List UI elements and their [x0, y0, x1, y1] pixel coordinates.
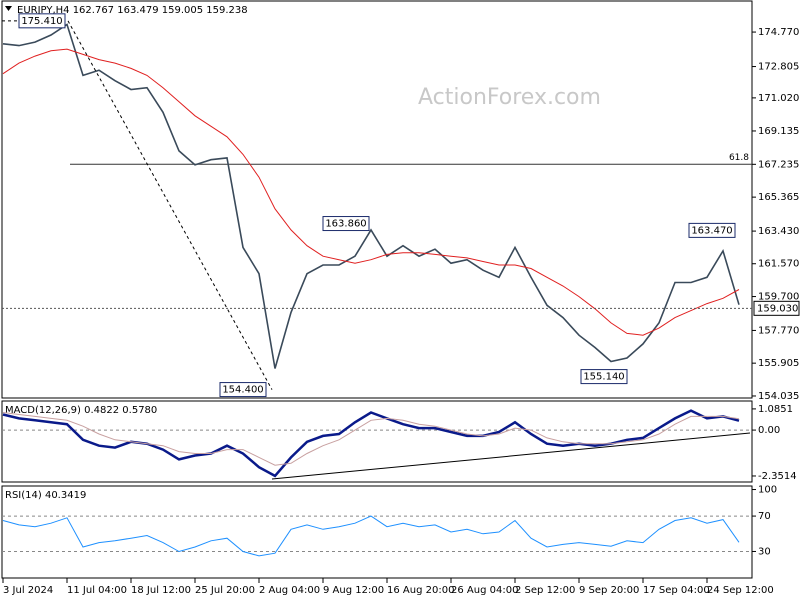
x-tick-label: 9 Aug 12:00 [323, 585, 384, 596]
y-tick-label: 70 [758, 511, 771, 522]
x-tick-label: 16 Aug 20:00 [387, 585, 454, 596]
y-tick-label: 100 [758, 485, 777, 496]
y-tick-label: 161.570 [758, 259, 799, 270]
series-line [2, 515, 740, 557]
x-tick-label: 18 Jul 12:00 [131, 585, 191, 596]
price-label-box [688, 222, 736, 238]
panel-title: RSI(14) 40.3419 [5, 490, 86, 501]
y-tick-label: 169.135 [758, 126, 799, 137]
y-tick-label: 159.700 [758, 292, 799, 303]
panel-title: EURJPY,H4 162.767 163.479 159.005 159.23… [17, 5, 248, 16]
y-tick-label: 30 [758, 546, 771, 557]
y-tick-label: 154.035 [758, 391, 799, 402]
price-label-box [580, 369, 628, 385]
y-tick-label: 163.430 [758, 226, 799, 237]
x-tick-label: 3 Jul 2024 [3, 585, 53, 596]
x-tick-label: 17 Sep 04:00 [643, 585, 710, 596]
menu-triangle [5, 6, 12, 11]
series-line [2, 23, 740, 369]
y-tick-label: 167.235 [758, 159, 799, 170]
last-price-box [753, 300, 800, 316]
watermark: ActionForex.com [418, 85, 601, 110]
panel-frame [1, 0, 753, 399]
panel-frame [1, 485, 753, 579]
series-line [2, 409, 740, 478]
y-tick-label: 155.905 [758, 358, 799, 369]
price-label: 163.470 [691, 225, 732, 236]
y-tick-label: 0.00 [758, 425, 780, 436]
price-label-box [18, 13, 66, 29]
price-label: 175.410 [21, 16, 62, 27]
x-tick-label: 26 Aug 04:00 [451, 585, 518, 596]
y-tick-label: 171.020 [758, 93, 799, 104]
y-tick-label: 1.0851 [758, 404, 793, 415]
y-tick-label: 172.805 [758, 62, 799, 73]
swing-line [67, 20, 273, 390]
y-tick-label: 165.365 [758, 192, 799, 203]
price-label: 155.140 [583, 372, 624, 383]
panel-title: MACD(12,26,9) 0.4822 0.5780 [5, 405, 157, 416]
price-label-box [219, 382, 267, 398]
y-tick-label: 157.770 [758, 325, 799, 336]
x-tick-label: 2 Aug 04:00 [259, 585, 320, 596]
y-tick-label: 174.770 [758, 27, 799, 38]
price-label: 154.400 [222, 385, 263, 396]
fib-label: 61.8 [729, 153, 749, 163]
x-tick-label: 24 Sep 12:00 [707, 585, 774, 596]
price-label-box [322, 216, 370, 232]
panel-frame [1, 400, 753, 483]
x-tick-label: 2 Sep 12:00 [515, 585, 575, 596]
series-line [2, 48, 740, 336]
x-tick-label: 11 Jul 04:00 [67, 585, 127, 596]
x-tick-label: 25 Jul 20:00 [195, 585, 255, 596]
series-line [2, 412, 740, 466]
last-price-label: 159.030 [757, 303, 798, 314]
y-tick-label: -2.3514 [758, 471, 797, 482]
x-tick-label: 9 Sep 20:00 [579, 585, 639, 596]
trend-line [271, 432, 751, 480]
price-label: 163.860 [325, 219, 366, 230]
